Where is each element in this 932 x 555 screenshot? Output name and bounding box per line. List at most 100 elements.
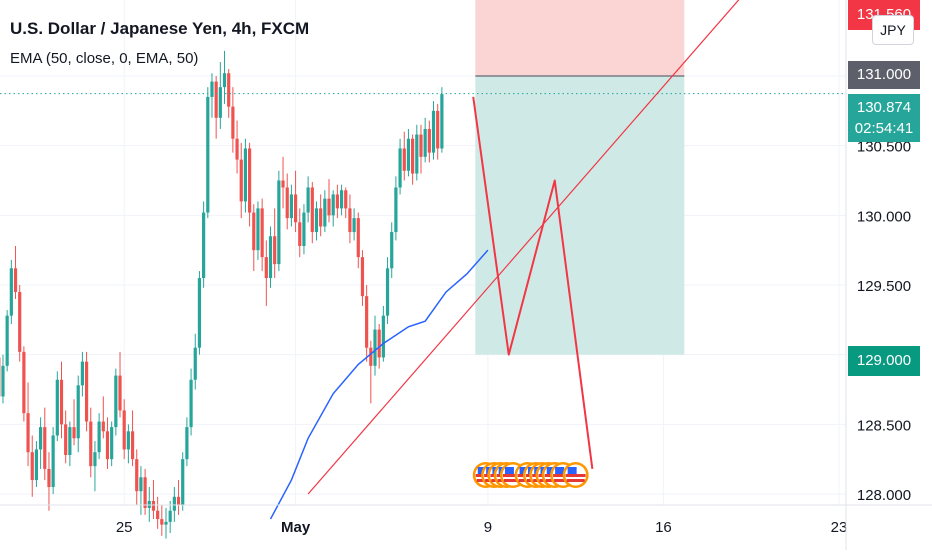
candle-body bbox=[428, 129, 431, 153]
event-markers[interactable] bbox=[473, 462, 589, 488]
target-price-label: 129.000 bbox=[848, 346, 920, 376]
candle-body bbox=[64, 424, 67, 455]
candle-body bbox=[407, 139, 410, 171]
candle-body bbox=[6, 316, 9, 366]
candle-body bbox=[89, 422, 92, 467]
candle-body bbox=[85, 362, 88, 422]
candle-body bbox=[403, 148, 406, 170]
candle-body bbox=[206, 97, 209, 213]
x-tick-label: 16 bbox=[655, 519, 672, 536]
candle-body bbox=[365, 296, 368, 348]
candle-body bbox=[235, 139, 238, 160]
candle-body bbox=[411, 139, 414, 174]
candle-body bbox=[340, 190, 343, 208]
x-tick-label: 25 bbox=[116, 519, 133, 536]
candle-body bbox=[298, 222, 301, 246]
candle-body bbox=[110, 427, 113, 459]
y-tick-label: 128.000 bbox=[857, 487, 911, 504]
candle bbox=[56, 371, 59, 441]
target-zone bbox=[475, 76, 684, 355]
y-tick-label: 129.500 bbox=[857, 278, 911, 295]
candle-body bbox=[93, 452, 96, 466]
candle-body bbox=[173, 497, 176, 511]
candle-body bbox=[436, 111, 439, 149]
candle-body bbox=[223, 73, 226, 87]
candle-body bbox=[424, 129, 427, 157]
candle-body bbox=[244, 148, 247, 201]
candle bbox=[277, 171, 280, 271]
event-flag-canton bbox=[555, 467, 564, 474]
stop-loss-zone bbox=[475, 0, 684, 76]
candle-body bbox=[56, 380, 59, 436]
candle-body bbox=[18, 292, 21, 352]
candle-body bbox=[35, 449, 38, 480]
candle bbox=[114, 369, 117, 436]
y-tick-label: 128.500 bbox=[857, 417, 911, 434]
candle-body bbox=[210, 82, 213, 97]
candle-body bbox=[43, 427, 46, 469]
candle-body bbox=[240, 160, 243, 202]
position-zones bbox=[475, 0, 684, 355]
candle bbox=[6, 310, 9, 371]
x-tick-label: 9 bbox=[484, 519, 492, 536]
candle-body bbox=[60, 380, 63, 425]
candle-body bbox=[390, 232, 393, 268]
candle-body bbox=[348, 208, 351, 232]
y-tick-label: 130.000 bbox=[857, 208, 911, 225]
candle-body bbox=[327, 199, 330, 216]
candle-body bbox=[98, 422, 101, 453]
candle-body bbox=[131, 431, 134, 459]
candle-body bbox=[336, 194, 339, 208]
event-flag-canton bbox=[568, 467, 577, 474]
candle-body bbox=[323, 199, 326, 227]
candle-body bbox=[81, 362, 84, 386]
candle-body bbox=[14, 268, 17, 292]
bar-countdown-label: 02:54:41 bbox=[848, 119, 920, 139]
candle-body bbox=[181, 459, 184, 505]
entry-price-tag: 131.000 bbox=[848, 61, 920, 89]
event-flag-stripe bbox=[567, 479, 585, 482]
ema-indicator-label[interactable]: EMA (50, close, 0, EMA, 50) bbox=[10, 48, 309, 70]
candle-body bbox=[432, 111, 435, 153]
us-flag-event-icon[interactable] bbox=[563, 462, 589, 488]
candle-body bbox=[307, 187, 310, 212]
candle-body bbox=[10, 268, 13, 315]
candle-body bbox=[269, 236, 272, 278]
candle-body bbox=[123, 410, 126, 449]
x-tick-label: May bbox=[281, 519, 311, 536]
candle bbox=[85, 352, 88, 431]
candle-body bbox=[386, 268, 389, 315]
candle bbox=[202, 201, 205, 287]
candle-body bbox=[118, 376, 121, 411]
currency-button[interactable]: JPY bbox=[872, 15, 914, 45]
candle bbox=[22, 346, 25, 421]
candle-body bbox=[398, 148, 401, 187]
candle-body bbox=[286, 187, 289, 218]
candle-body bbox=[47, 469, 50, 487]
symbol-title[interactable]: U.S. Dollar / Japanese Yen, 4h, FXCM bbox=[10, 18, 309, 40]
candle-body bbox=[256, 208, 259, 250]
candle-body bbox=[189, 380, 192, 427]
candle-body bbox=[31, 452, 34, 480]
candle-body bbox=[277, 181, 280, 265]
candle-body bbox=[357, 218, 360, 257]
event-flag-canton bbox=[505, 467, 514, 474]
candle-body bbox=[248, 148, 251, 212]
current-price-tag: 130.874 02:54:41 bbox=[848, 94, 920, 142]
candle-body bbox=[311, 187, 314, 232]
candle-body bbox=[39, 427, 42, 449]
candle-body bbox=[77, 385, 80, 438]
candle-body bbox=[440, 94, 443, 148]
candle-body bbox=[156, 511, 159, 519]
candle-body bbox=[26, 413, 29, 452]
candle-body bbox=[139, 477, 142, 491]
candle bbox=[18, 285, 21, 362]
candle-body bbox=[148, 501, 151, 508]
candle-body bbox=[227, 73, 230, 106]
candle-body bbox=[127, 431, 130, 449]
candle-body bbox=[106, 431, 109, 459]
event-flag-stripe bbox=[566, 474, 586, 477]
candle bbox=[198, 271, 201, 355]
